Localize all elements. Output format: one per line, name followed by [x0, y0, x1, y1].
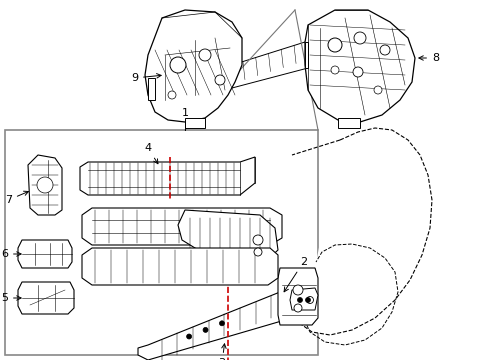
Polygon shape: [138, 290, 294, 360]
Text: 3: 3: [218, 344, 225, 360]
Circle shape: [253, 248, 262, 256]
Text: 7: 7: [5, 191, 28, 205]
Circle shape: [330, 66, 338, 74]
Circle shape: [293, 304, 302, 312]
Text: 1: 1: [181, 108, 188, 118]
Polygon shape: [82, 208, 282, 245]
Circle shape: [186, 334, 191, 339]
Circle shape: [297, 297, 302, 302]
Polygon shape: [184, 118, 204, 128]
Polygon shape: [278, 268, 317, 325]
Polygon shape: [337, 118, 359, 128]
Text: 6: 6: [1, 249, 21, 259]
Circle shape: [353, 32, 365, 44]
Polygon shape: [227, 42, 307, 88]
Circle shape: [379, 45, 389, 55]
Circle shape: [199, 49, 210, 61]
Polygon shape: [28, 155, 62, 215]
Polygon shape: [5, 130, 317, 355]
Circle shape: [219, 321, 224, 326]
Text: 2: 2: [284, 257, 306, 292]
Circle shape: [306, 297, 313, 303]
Polygon shape: [305, 10, 414, 122]
Polygon shape: [18, 282, 74, 314]
Circle shape: [252, 235, 263, 245]
Polygon shape: [82, 248, 278, 285]
Text: 5: 5: [1, 293, 21, 303]
Circle shape: [292, 285, 303, 295]
Circle shape: [37, 177, 53, 193]
Text: 9: 9: [131, 73, 161, 83]
Polygon shape: [178, 210, 278, 265]
Circle shape: [305, 297, 310, 302]
Polygon shape: [289, 288, 317, 310]
Circle shape: [352, 67, 362, 77]
Circle shape: [327, 38, 341, 52]
Circle shape: [168, 91, 176, 99]
Text: 8: 8: [418, 53, 438, 63]
Polygon shape: [148, 78, 155, 100]
Circle shape: [215, 75, 224, 85]
Polygon shape: [80, 157, 254, 195]
Text: 4: 4: [144, 143, 158, 164]
Polygon shape: [18, 240, 72, 268]
Circle shape: [373, 86, 381, 94]
Polygon shape: [145, 10, 242, 122]
Circle shape: [170, 57, 185, 73]
Polygon shape: [305, 42, 307, 68]
Circle shape: [203, 327, 207, 332]
Polygon shape: [291, 128, 431, 335]
